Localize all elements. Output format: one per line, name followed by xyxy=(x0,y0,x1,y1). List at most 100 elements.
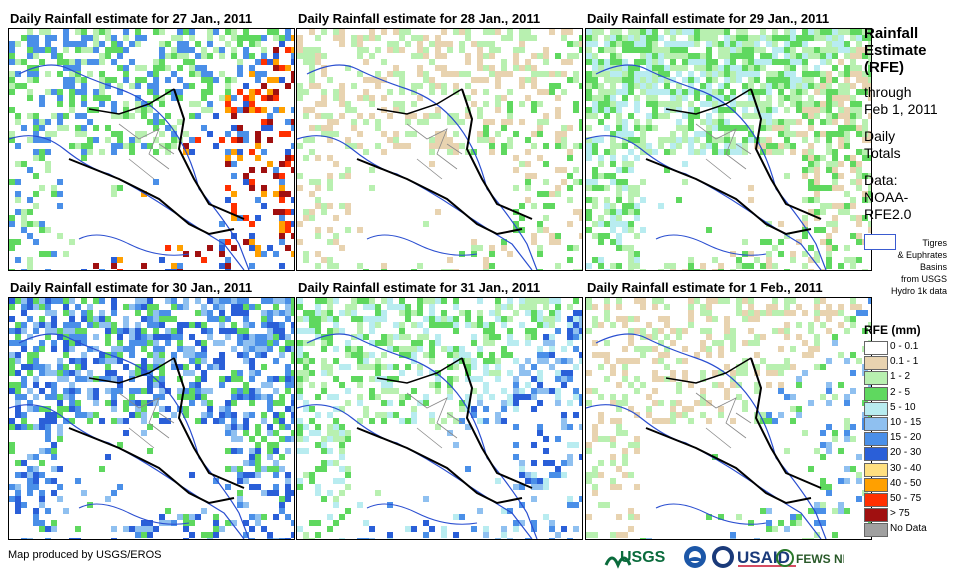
rainfall-cell xyxy=(387,47,393,53)
rainfall-cell xyxy=(441,131,447,137)
rainfall-cell xyxy=(567,245,573,251)
rainfall-cell xyxy=(171,520,177,526)
rainfall-cell xyxy=(742,310,748,316)
rainfall-cell xyxy=(543,358,549,364)
rainfall-cell xyxy=(81,490,87,496)
rainfall-cell xyxy=(99,89,105,95)
rainfall-cell xyxy=(159,316,165,322)
rainfall-cell xyxy=(531,77,537,83)
rainfall-cell xyxy=(567,77,573,83)
rainfall-cell xyxy=(291,304,294,310)
rainfall-cell xyxy=(850,203,856,209)
rainfall-cell xyxy=(225,430,231,436)
rainfall-cell xyxy=(489,41,495,47)
rainfall-cell xyxy=(664,149,670,155)
rainfall-cell xyxy=(33,155,39,161)
river-line xyxy=(655,234,767,256)
rainfall-cell xyxy=(628,197,634,203)
rainfall-cell xyxy=(838,478,844,484)
rainfall-cell xyxy=(622,209,628,215)
rainfall-cell xyxy=(802,89,808,95)
rainfall-cell xyxy=(99,352,105,358)
rainfall-cell xyxy=(676,47,682,53)
rainfall-cell xyxy=(477,53,483,59)
rainfall-cell xyxy=(105,364,111,370)
rainfall-cell xyxy=(567,197,573,203)
rainfall-cell xyxy=(447,388,453,394)
rainfall-cell xyxy=(850,233,856,239)
rainfall-cell xyxy=(646,65,652,71)
rainfall-cell xyxy=(808,77,814,83)
country-border xyxy=(356,427,523,505)
rainfall-cell xyxy=(573,526,579,532)
rainfall-cell xyxy=(165,298,171,304)
rainfall-cell xyxy=(477,41,483,47)
rainfall-cell xyxy=(369,394,375,400)
rainfall-cell xyxy=(760,239,766,245)
rainfall-cell xyxy=(75,304,81,310)
rainfall-cell xyxy=(760,65,766,71)
rainfall-cell xyxy=(820,322,826,328)
rainfall-cell xyxy=(766,95,772,101)
rainfall-cell xyxy=(730,41,736,47)
rainfall-cell xyxy=(652,298,658,304)
rainfall-cell xyxy=(453,298,459,304)
rainfall-cell xyxy=(784,95,790,101)
rainfall-cell xyxy=(63,322,69,328)
rainfall-cell xyxy=(525,478,531,484)
rainfall-cell xyxy=(87,59,93,65)
rainfall-cell xyxy=(850,83,856,89)
rainfall-cell xyxy=(231,424,237,430)
rainfall-cell xyxy=(748,59,754,65)
rainfall-cell xyxy=(832,95,838,101)
rainfall-cell xyxy=(628,263,634,269)
rainfall-cell xyxy=(255,59,261,65)
rainfall-cell xyxy=(610,322,616,328)
rainfall-cell xyxy=(219,526,225,532)
rainfall-cell xyxy=(754,47,760,53)
rainfall-cell xyxy=(868,227,871,233)
rainfall-cell xyxy=(219,316,225,322)
rainfall-cell xyxy=(321,131,327,137)
rainfall-cell xyxy=(9,131,15,137)
rainfall-cell xyxy=(856,65,862,71)
rainfall-cell xyxy=(93,125,99,131)
rainfall-cell xyxy=(117,376,123,382)
rainfall-cell xyxy=(489,370,495,376)
rainfall-cell xyxy=(399,310,405,316)
rainfall-cell xyxy=(273,65,279,71)
rainfall-cell xyxy=(730,77,736,83)
rainfall-cell xyxy=(357,394,363,400)
rainfall-cell xyxy=(105,496,111,502)
rainfall-cell xyxy=(333,161,339,167)
rainfall-cell xyxy=(549,89,555,95)
rainfall-cell xyxy=(291,107,294,113)
rainfall-cell xyxy=(820,47,826,53)
rainfall-cell xyxy=(135,334,141,340)
rainfall-cell xyxy=(45,71,51,77)
rainfall-cell xyxy=(688,101,694,107)
rainfall-cell xyxy=(549,203,555,209)
rainfall-cell xyxy=(363,119,369,125)
rainfall-cell xyxy=(93,35,99,41)
rainfall-cell xyxy=(51,346,57,352)
rainfall-cell xyxy=(363,358,369,364)
legend-swatch xyxy=(864,523,888,538)
rainfall-cell xyxy=(27,35,33,41)
rainfall-cell xyxy=(135,29,141,35)
rainfall-cell xyxy=(165,53,171,59)
basin-note-line: from USGS xyxy=(900,274,947,284)
rainfall-cell xyxy=(483,370,489,376)
rainfall-cell xyxy=(670,412,676,418)
rainfall-cell xyxy=(453,376,459,382)
rainfall-cell xyxy=(525,538,531,539)
rainfall-cell xyxy=(105,316,111,322)
rainfall-cell xyxy=(646,149,652,155)
rainfall-cell xyxy=(573,269,579,270)
rainfall-cell xyxy=(766,41,772,47)
rainfall-cell xyxy=(826,113,832,119)
rainfall-cell xyxy=(730,47,736,53)
rainfall-cell xyxy=(225,131,231,137)
rainfall-cell xyxy=(658,376,664,382)
rainfall-cell xyxy=(15,388,21,394)
